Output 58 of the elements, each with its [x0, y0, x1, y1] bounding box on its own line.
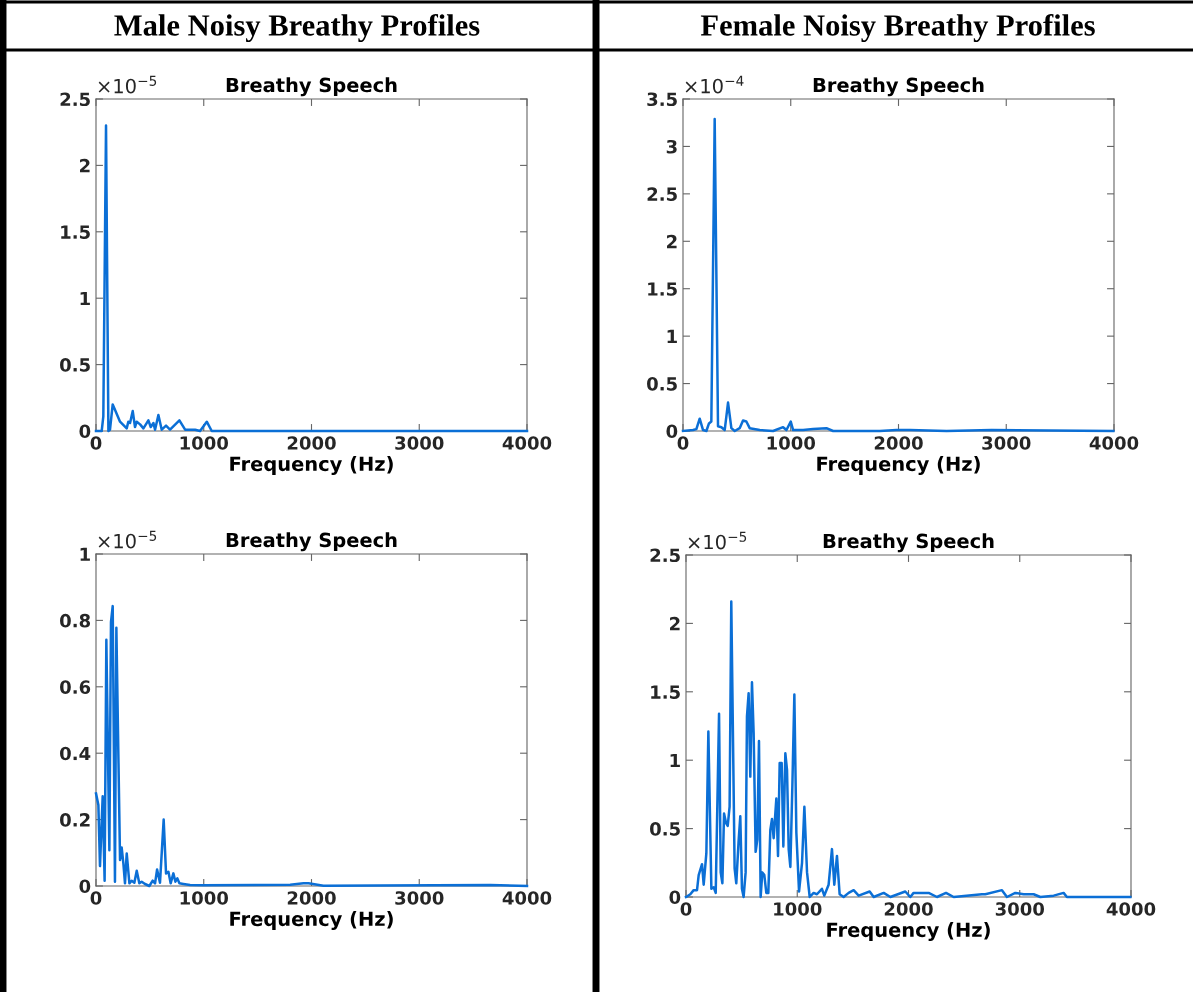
x-axis-title: Frequency (Hz)	[827, 922, 990, 942]
y-tick-label: 3.5	[647, 92, 677, 107]
chart-title: Breathy Speech	[226, 77, 397, 97]
x-axis-title: Frequency (Hz)	[230, 911, 393, 931]
y-tick-label: 0.6	[60, 680, 91, 694]
y-tick-label: 0.2	[60, 813, 90, 827]
y-tick-label: 1.5	[651, 685, 680, 699]
chart-title: Breathy Speech	[823, 533, 994, 553]
x-tick-label: 1000	[180, 436, 229, 450]
x-tick-label: 0	[90, 891, 102, 905]
y-tick-label: 1	[670, 753, 680, 768]
y-tick-label: 0.5	[650, 822, 680, 836]
x-tick-label: 0	[680, 902, 692, 916]
y-tick-label: 0	[79, 879, 91, 894]
y-tick-label: 1.5	[61, 225, 90, 239]
y-tick-label: 2	[667, 234, 677, 249]
chart-title: Breathy Speech	[813, 77, 984, 97]
x-tick-label: 3000	[982, 436, 1031, 450]
x-tick-label: 4000	[502, 891, 552, 905]
x-tick-label: 4000	[1089, 436, 1139, 450]
text: Female Noisy Breathy Profiles	[700, 13, 1095, 43]
text: ×10$^{−5}$	[688, 531, 747, 550]
y-tick-label: 1	[80, 291, 90, 306]
text: ×10$^{−5}$	[98, 75, 157, 94]
x-tick-label: 2000	[287, 436, 336, 450]
y-tick-label: 2	[670, 616, 680, 631]
y-tick-label: 1	[667, 329, 677, 343]
x-tick-label: 1000	[180, 891, 229, 905]
x-tick-label: 3000	[395, 436, 444, 450]
y-tick-label: 2	[80, 158, 90, 173]
chart-title: Breathy Speech	[226, 532, 397, 552]
text: ×10$^{−5}$	[98, 530, 157, 549]
x-axis-title: Frequency (Hz)	[817, 456, 980, 476]
x-tick-label: 0	[90, 436, 102, 450]
x-tick-label: 4000	[1106, 902, 1156, 916]
x-tick-label: 2000	[884, 902, 933, 916]
x-tick-label: 3000	[995, 902, 1045, 916]
y-tick-label: 0.4	[60, 746, 91, 761]
y-tick-label: 0.5	[647, 377, 677, 391]
y-tick-label: 3	[666, 139, 677, 154]
x-tick-label: 2000	[874, 436, 923, 450]
x-tick-label: 1000	[767, 436, 816, 450]
y-tick-label: 2.5	[650, 548, 680, 563]
x-axis-title: Frequency (Hz)	[230, 456, 393, 476]
x-tick-label: 1000	[774, 902, 822, 916]
y-tick-label: 2.5	[60, 92, 90, 107]
text: Male Noisy Breathy Profiles	[114, 13, 480, 43]
y-tick-label: 1	[80, 547, 90, 561]
y-tick-label: 0.5	[60, 358, 90, 372]
y-tick-label: 0	[79, 424, 91, 439]
text: ×10$^{−4}$	[685, 75, 744, 94]
y-tick-label: 0	[666, 424, 678, 439]
x-tick-label: 3000	[395, 891, 444, 905]
x-tick-label: 2000	[287, 891, 336, 905]
x-tick-label: 4000	[502, 436, 552, 450]
y-tick-label: 1.5	[648, 282, 677, 296]
y-tick-label: 2.5	[647, 187, 677, 201]
y-tick-label: 0.8	[60, 613, 91, 628]
